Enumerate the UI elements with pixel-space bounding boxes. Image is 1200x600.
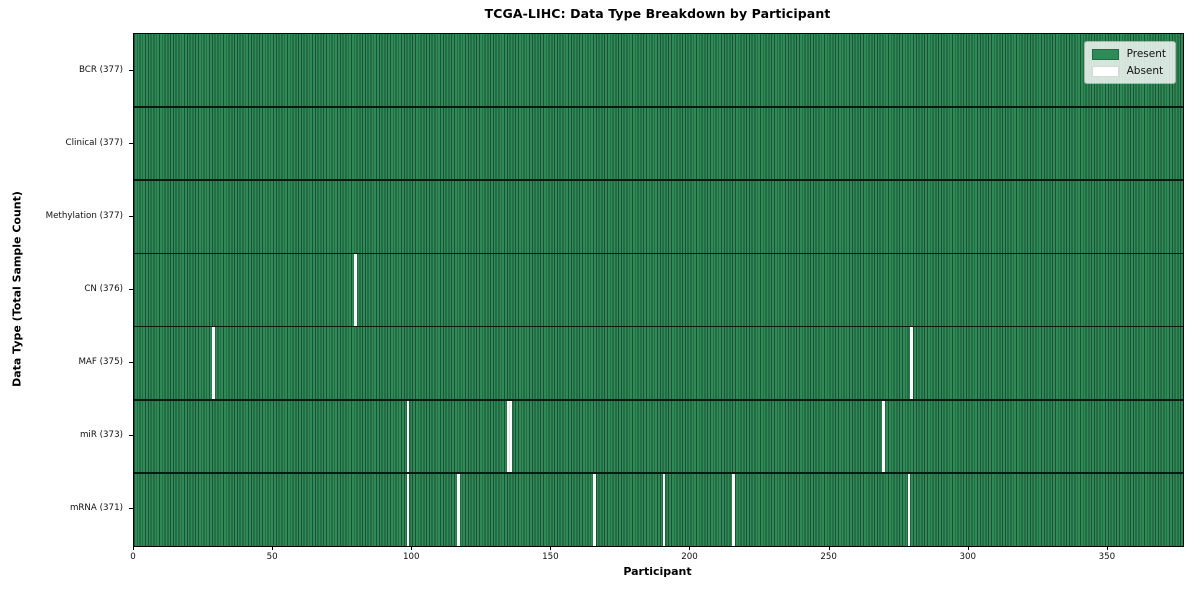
- row-separator: [134, 398, 1183, 401]
- absent-cell-mir-135: [509, 399, 513, 473]
- absent-cell-mrna-215: [732, 472, 736, 546]
- x-tick-label: 300: [959, 552, 977, 562]
- x-tick-label: 350: [1098, 552, 1116, 562]
- y-tick-label-methylation: Methylation (377): [45, 210, 123, 221]
- absent-cell-mir-98: [406, 399, 410, 473]
- row-separator: [134, 472, 1183, 474]
- y-tick-label-bcr: BCR (377): [78, 64, 123, 75]
- y-tick-label-clinical: Clinical (377): [65, 137, 123, 148]
- x-tick-mark: [689, 546, 691, 550]
- x-axis-label: Participant: [623, 565, 692, 578]
- y-tick-mark: [129, 362, 133, 364]
- x-tick-mark: [967, 546, 969, 550]
- legend-item-absent: Absent: [1091, 65, 1166, 77]
- y-tick-label-cn: CN (376): [84, 284, 123, 294]
- heatmap-row-cn: [134, 253, 1183, 327]
- absent-cell-mrna-165: [593, 472, 596, 546]
- legend-label-absent: Absent: [1126, 65, 1164, 77]
- x-tick-label: 100: [402, 552, 420, 562]
- y-tick-label-mrna: mRNA (371): [69, 503, 123, 514]
- heatmap-row-methylation: [134, 180, 1183, 254]
- x-tick-mark: [828, 546, 830, 550]
- x-tick-mark: [411, 546, 413, 550]
- absent-swatch-icon: [1091, 65, 1119, 77]
- x-tick-mark: [550, 546, 552, 550]
- x-tick-label: 200: [681, 552, 698, 562]
- heatmap-row-bcr: [134, 34, 1183, 108]
- absent-cell-mir-269: [882, 399, 886, 473]
- row-separator: [134, 106, 1183, 108]
- absent-cell-mrna-116: [456, 472, 460, 546]
- chart-title: TCGA-LIHC: Data Type Breakdown by Partic…: [484, 6, 831, 21]
- absent-cell-mrna-190: [662, 472, 666, 546]
- x-tick-mark: [133, 546, 134, 550]
- legend-label-present: Present: [1126, 48, 1166, 60]
- row-separator: [134, 179, 1183, 182]
- y-tick-mark: [129, 435, 133, 437]
- present-swatch-icon: [1091, 48, 1119, 60]
- heatmap-plot-area: [133, 33, 1184, 547]
- y-tick-label-maf: MAF (375): [78, 357, 123, 368]
- x-tick-label: 50: [266, 552, 278, 562]
- absent-cell-maf-28: [211, 326, 215, 400]
- y-tick-mark: [129, 69, 133, 71]
- x-tick-mark: [1106, 546, 1108, 550]
- absent-cell-mrna-278: [907, 472, 911, 546]
- y-tick-mark: [129, 289, 133, 290]
- x-tick-mark: [272, 546, 274, 550]
- y-tick-mark: [129, 215, 133, 217]
- row-separator: [134, 325, 1183, 328]
- x-tick-label: 250: [820, 552, 837, 562]
- row-separator: [134, 252, 1183, 255]
- legend: Present Absent: [1083, 41, 1176, 84]
- heatmap-row-maf: [134, 326, 1183, 400]
- heatmap-row-mir: [134, 399, 1183, 473]
- absent-cell-mrna-98: [406, 472, 410, 546]
- legend-item-present: Present: [1091, 48, 1166, 60]
- y-axis-label: Data Type (Total Sample Count): [10, 191, 24, 387]
- absent-cell-mir-134: [506, 399, 510, 473]
- absent-cell-cn-79: [353, 253, 357, 327]
- y-tick-label-mir: miR (373): [79, 430, 123, 441]
- absent-cell-maf-279: [910, 326, 914, 400]
- y-tick-mark: [129, 508, 133, 510]
- x-tick-label: 0: [130, 552, 136, 562]
- y-tick-mark: [129, 142, 133, 144]
- heatmap-row-clinical: [134, 107, 1183, 181]
- x-tick-label: 150: [542, 552, 559, 562]
- heatmap-row-mrna: [134, 472, 1183, 546]
